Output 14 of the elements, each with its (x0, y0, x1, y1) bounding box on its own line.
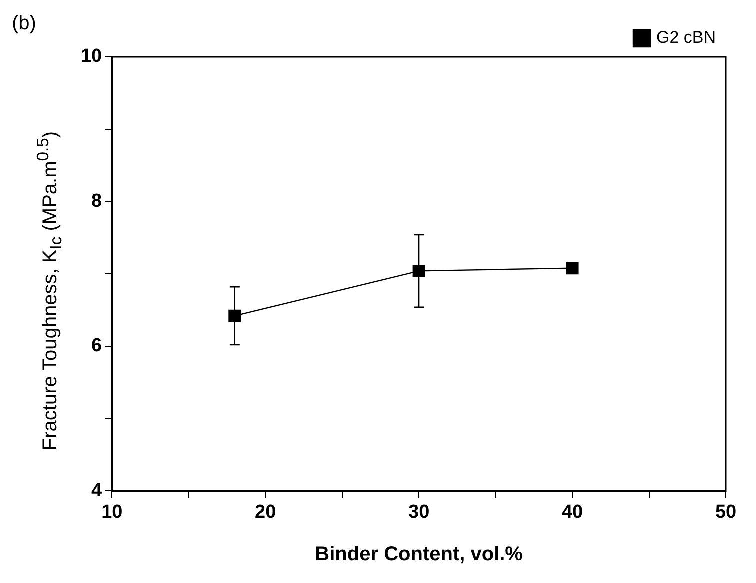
y-tick-label: 4 (92, 480, 103, 502)
y-tick-label: 8 (92, 190, 102, 212)
x-axis-title: Binder Content, vol.% (315, 544, 524, 566)
point (228, 310, 242, 322)
x-tick-label: 30 (408, 502, 430, 523)
x-tick-label: 40 (562, 502, 584, 523)
text: (b) (12, 12, 36, 35)
point (412, 264, 426, 278)
legend-label: G2 cBN (656, 28, 716, 48)
y-tick-label: 6 (92, 336, 102, 357)
y-tick-label: 10 (80, 46, 102, 68)
x-tick-label: 20 (255, 502, 276, 523)
point (566, 262, 579, 275)
x-tick-label: 50 (715, 502, 737, 523)
